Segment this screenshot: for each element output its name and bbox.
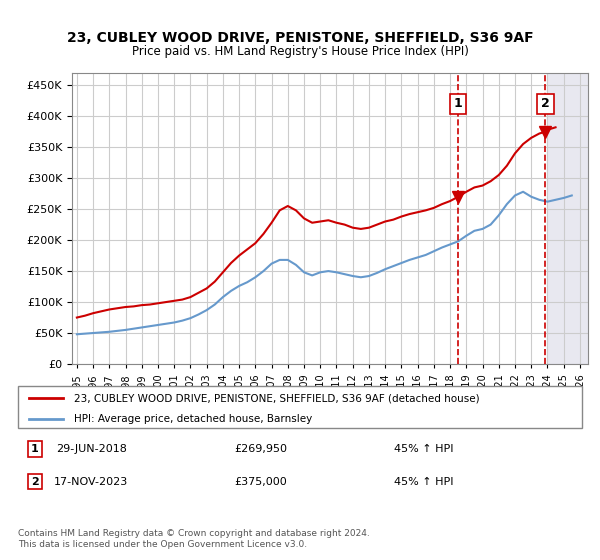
Text: £375,000: £375,000: [234, 477, 287, 487]
Text: 23, CUBLEY WOOD DRIVE, PENISTONE, SHEFFIELD, S36 9AF: 23, CUBLEY WOOD DRIVE, PENISTONE, SHEFFI…: [67, 31, 533, 45]
Text: 1: 1: [454, 97, 463, 110]
Text: 29-JUN-2018: 29-JUN-2018: [56, 444, 127, 454]
Text: 2: 2: [31, 477, 39, 487]
Text: 2: 2: [541, 97, 550, 110]
Text: 23, CUBLEY WOOD DRIVE, PENISTONE, SHEFFIELD, S36 9AF (detached house): 23, CUBLEY WOOD DRIVE, PENISTONE, SHEFFI…: [74, 393, 480, 403]
Bar: [547, 73, 588, 364]
Text: 45% ↑ HPI: 45% ↑ HPI: [394, 477, 454, 487]
Text: Price paid vs. HM Land Registry's House Price Index (HPI): Price paid vs. HM Land Registry's House …: [131, 45, 469, 58]
Text: 45% ↑ HPI: 45% ↑ HPI: [394, 444, 454, 454]
Text: £269,950: £269,950: [234, 444, 287, 454]
FancyBboxPatch shape: [18, 386, 582, 428]
Text: Contains HM Land Registry data © Crown copyright and database right 2024.
This d: Contains HM Land Registry data © Crown c…: [18, 529, 370, 549]
Text: HPI: Average price, detached house, Barnsley: HPI: Average price, detached house, Barn…: [74, 414, 313, 424]
Text: 17-NOV-2023: 17-NOV-2023: [54, 477, 128, 487]
Text: 1: 1: [31, 444, 39, 454]
